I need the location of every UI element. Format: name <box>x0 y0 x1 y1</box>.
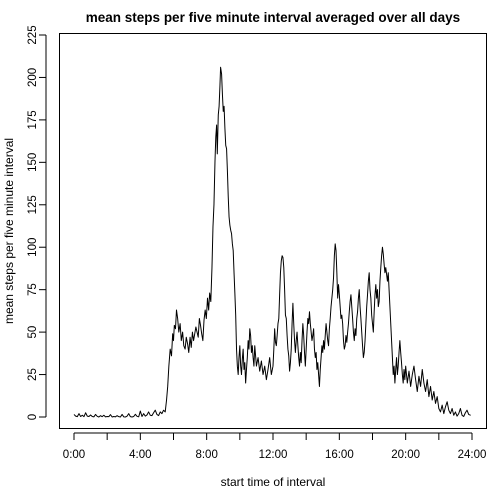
chart-title: mean steps per five minute interval aver… <box>86 10 460 25</box>
y-axis: 0 25 50 75 100 125 150 175 200 225 <box>27 25 47 420</box>
x-axis-label: start time of interval <box>221 475 326 489</box>
y-tick-label: 225 <box>27 25 39 44</box>
y-tick-label: 0 <box>27 414 39 420</box>
y-axis-label: mean steps per five minute interval <box>2 138 16 324</box>
y-tick-label: 75 <box>27 283 39 296</box>
x-tick-label: 24:00 <box>458 449 487 461</box>
x-tick-label: 4:00 <box>129 449 151 461</box>
x-axis: 0:00 4:00 8:00 12:00 16:00 20:00 24:00 <box>63 432 487 461</box>
y-tick-label: 200 <box>27 68 39 87</box>
x-tick-label: 20:00 <box>391 449 420 461</box>
y-tick-label: 125 <box>27 195 39 214</box>
y-tick-label: 175 <box>27 110 39 129</box>
x-tick-label: 0:00 <box>63 449 85 461</box>
y-tick-label: 150 <box>27 153 39 172</box>
x-tick-label: 12:00 <box>259 449 288 461</box>
x-tick-label: 8:00 <box>195 449 217 461</box>
series-line <box>73 66 471 418</box>
y-tick-label: 50 <box>27 326 39 339</box>
plot-frame <box>59 33 487 429</box>
y-tick-label: 100 <box>27 238 39 257</box>
y-tick-label: 25 <box>27 368 39 381</box>
x-tick-label: 16:00 <box>325 449 354 461</box>
